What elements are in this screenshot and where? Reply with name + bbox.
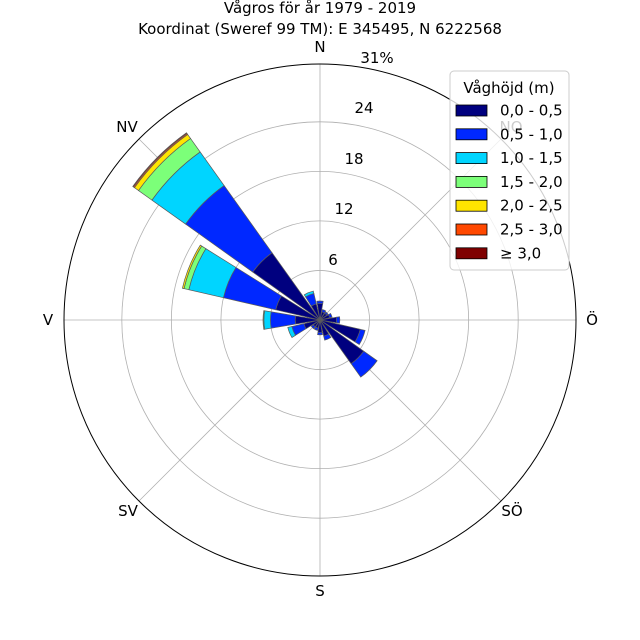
- rose-bar-4-1: [335, 316, 341, 324]
- grid-ring: [170, 170, 470, 470]
- legend-label: ≥ 3,0: [500, 244, 541, 262]
- direction-label-4: S: [315, 582, 325, 600]
- direction-label-3: SÖ: [501, 501, 522, 520]
- rose-bar-12-1: [270, 311, 296, 329]
- legend-items: 0,0 - 0,5 0,5 - 1,0 1,0 - 1,5 1,5 - 2,0 2,0 …: [455, 102, 563, 262]
- rose-bar-3-1: [327, 312, 333, 319]
- direction-label-2: Ö: [586, 310, 598, 329]
- legend-label: 1,5 - 2,0: [500, 173, 563, 191]
- radial-tick-label: 31%: [360, 49, 393, 67]
- rose-bar-0-1: [316, 300, 324, 305]
- legend-label: 0,0 - 0,5: [500, 102, 563, 120]
- legend-label: 2,0 - 2,5: [500, 197, 563, 215]
- radial-tick-label: 24: [354, 99, 373, 117]
- radial-tick-label: 12: [334, 200, 353, 218]
- direction-label-0: N: [314, 38, 325, 56]
- direction-label-5: SV: [118, 502, 139, 520]
- rose-bar-11-2: [287, 326, 296, 338]
- direction-label-6: V: [43, 311, 54, 329]
- rose-bar-7-1: [323, 333, 332, 341]
- rose-bar-14-6: [132, 132, 188, 188]
- legend-label: 2,5 - 3,0: [500, 221, 563, 239]
- rose-bar-10-1: [310, 324, 316, 330]
- rose-bar-1-1: [321, 309, 327, 314]
- legend-box: [449, 70, 570, 271]
- rose-bar-12-3: [262, 310, 266, 330]
- rose-bar-12-2: [263, 310, 272, 330]
- legend-swatch: [455, 247, 488, 260]
- rose-bar-9-1: [313, 326, 319, 331]
- direction-label-7: NV: [116, 118, 138, 136]
- rose-bars: [132, 132, 378, 378]
- grid-ring: [220, 220, 420, 420]
- legend-label: 1,0 - 1,5: [500, 149, 563, 167]
- legend-swatch: [455, 199, 488, 212]
- rose-bar-5-1: [354, 328, 366, 345]
- outer-circle: [63, 63, 577, 577]
- polar-grid: [64, 64, 576, 576]
- rose-bar-6-1: [350, 350, 378, 378]
- grid-ring: [121, 121, 519, 519]
- radial-tick-label: 18: [344, 150, 363, 168]
- rose-bar-13-4: [181, 244, 203, 290]
- legend-swatch: [455, 223, 488, 236]
- grid-spoke: [138, 319, 321, 502]
- radial-tick-label: 6: [328, 251, 338, 269]
- chart-title: Vågros för år 1979 - 2019: [224, 0, 416, 17]
- legend-label: 0,5 - 1,0: [500, 125, 563, 143]
- legend-swatch: [455, 128, 488, 141]
- rose-bar-15-2: [303, 290, 315, 298]
- legend-swatch: [455, 175, 488, 188]
- legend-swatch: [455, 152, 488, 165]
- rose-bar-8-1: [317, 331, 323, 336]
- legend-title: Våghöjd (m): [463, 79, 554, 97]
- legend-swatch: [455, 104, 488, 117]
- chart-subtitle: Koordinat (Sweref 99 TM): E 345495, N 62…: [138, 20, 502, 38]
- legend: Våghöjd (m) 0,0 - 0,5 0,5 - 1,0 1,0 - 1,5 1…: [449, 70, 570, 271]
- rose-bar-2-1: [324, 311, 329, 316]
